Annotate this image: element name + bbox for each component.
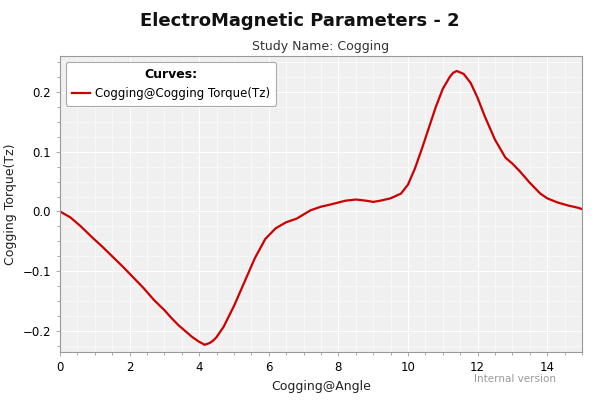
Text: ElectroMagnetic Parameters - 2: ElectroMagnetic Parameters - 2 xyxy=(140,12,460,30)
Legend: Cogging@Cogging Torque(Tz): Cogging@Cogging Torque(Tz) xyxy=(66,62,277,106)
Text: Internal version: Internal version xyxy=(474,374,556,384)
X-axis label: Cogging@Angle: Cogging@Angle xyxy=(271,380,371,392)
Y-axis label: Cogging Torque(Tz): Cogging Torque(Tz) xyxy=(4,143,17,265)
Title: Study Name: Cogging: Study Name: Cogging xyxy=(253,40,389,54)
